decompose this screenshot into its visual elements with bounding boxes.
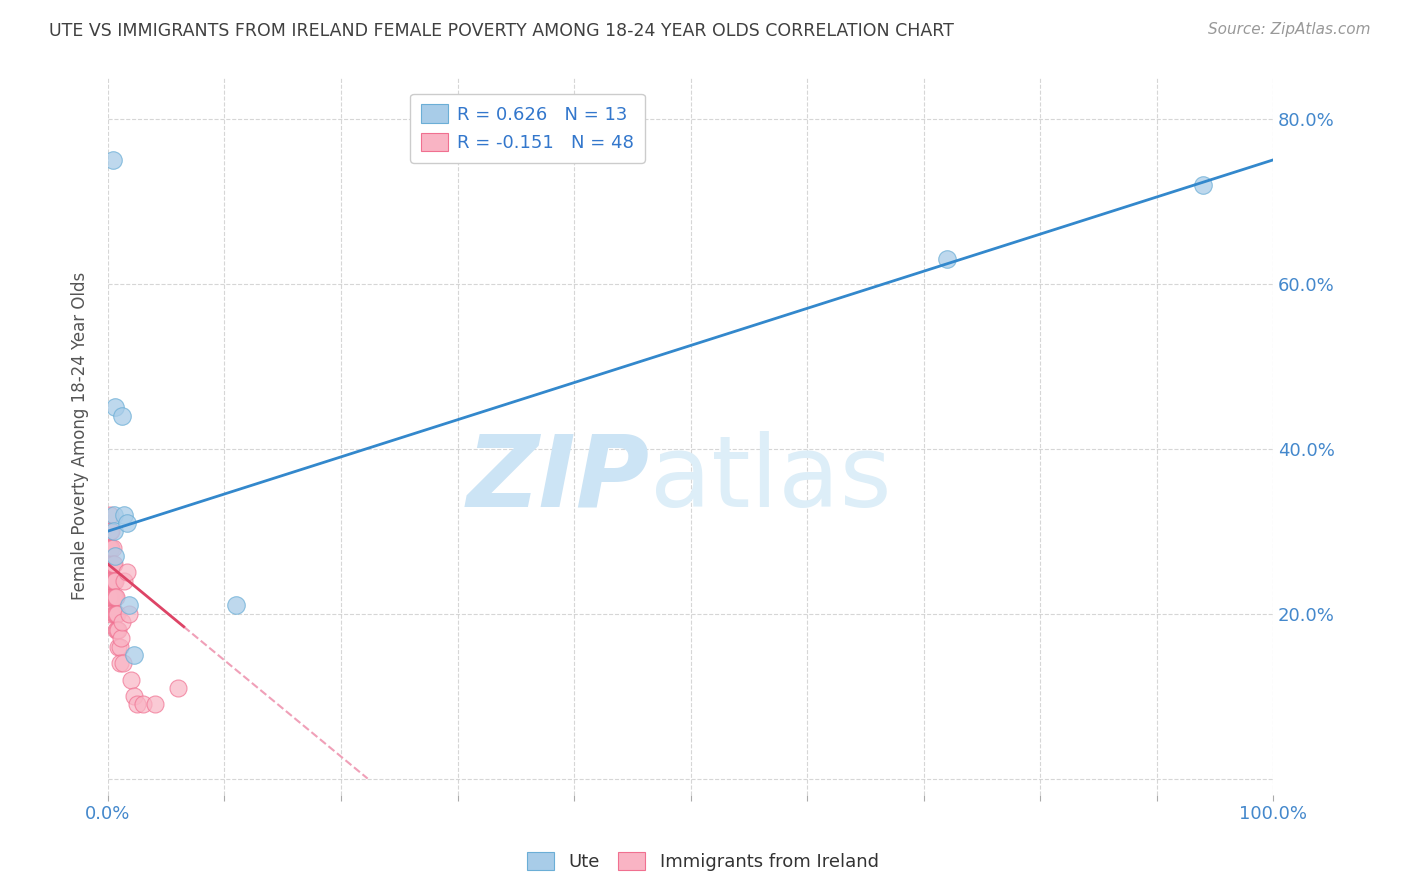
Point [111, 409, 134, 423]
Point [143, 698, 166, 712]
Point [108, 640, 131, 654]
Point [100, 607, 122, 621]
Point [105, 623, 128, 637]
Point [100, 541, 122, 555]
Point [118, 599, 141, 613]
Point [101, 590, 124, 604]
Point [167, 681, 190, 695]
Point [103, 557, 125, 571]
Legend: R = 0.626   N = 13, R = -0.151   N = 48: R = 0.626 N = 13, R = -0.151 N = 48 [411, 94, 645, 163]
Point [98, 557, 121, 571]
Point [107, 623, 129, 637]
Point [110, 632, 132, 646]
Point [104, 574, 127, 588]
Point [101, 574, 124, 588]
Point [104, 549, 127, 563]
Point [105, 607, 128, 621]
Point [132, 698, 155, 712]
Point [115, 566, 138, 580]
Point [105, 623, 128, 637]
Point [935, 252, 957, 266]
Point [103, 524, 125, 538]
Point [98, 524, 121, 538]
Point [103, 590, 125, 604]
Point [108, 656, 131, 670]
Text: ZIP: ZIP [467, 431, 650, 528]
Point [98, 574, 121, 588]
Point [104, 607, 127, 621]
Point [104, 401, 127, 415]
Point [122, 648, 145, 662]
Point [112, 508, 135, 522]
Point [105, 590, 128, 604]
Point [112, 574, 135, 588]
Point [103, 574, 125, 588]
Point [98, 590, 121, 604]
Text: Source: ZipAtlas.com: Source: ZipAtlas.com [1208, 22, 1371, 37]
Point [98, 590, 121, 604]
Point [101, 153, 124, 167]
Point [105, 607, 128, 621]
Point [104, 590, 127, 604]
Point [122, 689, 145, 703]
Point [98, 508, 121, 522]
Point [100, 574, 122, 588]
Point [112, 656, 135, 670]
Point [98, 574, 121, 588]
Point [101, 541, 124, 555]
Point [103, 508, 125, 522]
Point [101, 557, 124, 571]
Point [1192, 178, 1215, 192]
Point [98, 541, 121, 555]
Point [100, 590, 122, 604]
Y-axis label: Female Poverty Among 18-24 Year Olds: Female Poverty Among 18-24 Year Olds [72, 272, 89, 600]
Point [103, 607, 125, 621]
Point [127, 698, 149, 712]
Point [98, 557, 121, 571]
Text: atlas: atlas [650, 431, 891, 528]
Point [120, 673, 142, 687]
Point [111, 615, 134, 629]
Point [98, 541, 121, 555]
Legend: Ute, Immigrants from Ireland: Ute, Immigrants from Ireland [520, 845, 886, 879]
Point [107, 640, 129, 654]
Point [118, 607, 141, 621]
Point [115, 516, 138, 530]
Point [100, 524, 122, 538]
Text: UTE VS IMMIGRANTS FROM IRELAND FEMALE POVERTY AMONG 18-24 YEAR OLDS CORRELATION : UTE VS IMMIGRANTS FROM IRELAND FEMALE PO… [49, 22, 955, 40]
Point [225, 599, 247, 613]
Point [100, 557, 122, 571]
